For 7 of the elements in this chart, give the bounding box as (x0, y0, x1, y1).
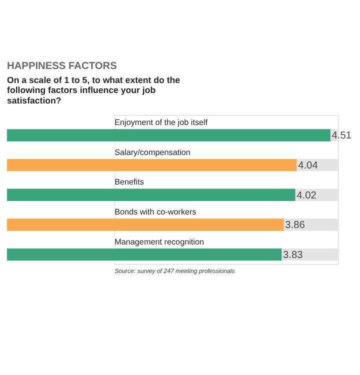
data-label: 3.86 (285, 220, 306, 232)
data-label: 3.83 (283, 250, 304, 261)
data-label: 4.04 (298, 160, 318, 172)
chart-title: HAPPINESS FACTORS (7, 60, 118, 72)
data-label: 4.02 (296, 190, 317, 202)
data-label: 4.51 (332, 130, 352, 142)
chart-subtitle: On a scale of 1 to 5, to what extent do the following factors influence your job satisfaction? (7, 75, 180, 106)
